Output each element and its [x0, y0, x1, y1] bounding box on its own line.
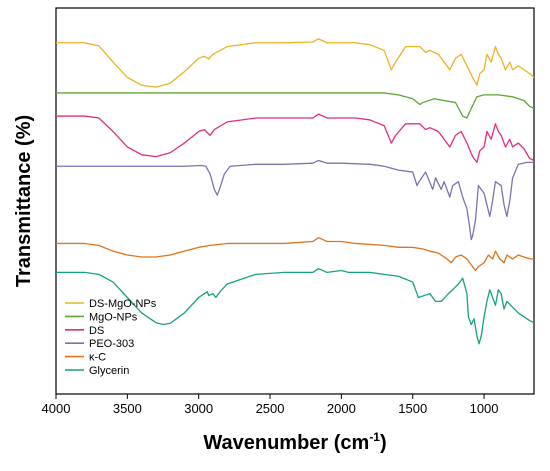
x-axis-ticks: 4000 3500 3000 2500 2000 1500 1000 [42, 394, 499, 416]
series-line-3 [56, 159, 534, 241]
x-tick-label-0: 4000 [42, 401, 71, 416]
x-tick-label-2: 3000 [184, 401, 213, 416]
series-line-4 [56, 237, 534, 272]
series-line-5 [56, 267, 535, 345]
x-axis-title: Wavenumber (cm-1) [203, 430, 386, 454]
legend-label-1: MgO-NPs [89, 311, 138, 323]
x-axis-title-sup: -1 [369, 430, 380, 444]
x-tick-label-1: 3500 [113, 401, 142, 416]
plot-frame [55, 7, 535, 395]
legend-label-3: PEO-303 [89, 338, 134, 350]
legend-label-0: DS-MgO-NPs [89, 298, 157, 310]
y-axis-title: Transmittance (%) [13, 115, 35, 287]
x-axis-title-close: ) [380, 432, 387, 454]
legend-label-4: κ-C [89, 352, 106, 364]
series-line-1 [56, 92, 535, 119]
series-layer [56, 38, 535, 345]
x-tick-label-6: 1000 [470, 401, 499, 416]
legend-label-5: Glycerin [89, 365, 129, 377]
x-tick-label-3: 2500 [256, 401, 285, 416]
x-tick-label-5: 1500 [398, 401, 427, 416]
series-line-0 [56, 38, 535, 88]
x-tick-label-4: 2000 [327, 401, 356, 416]
legend-label-2: DS [89, 325, 104, 337]
x-axis-title-main: Wavenumber (cm [203, 432, 369, 454]
series-line-2 [56, 113, 535, 164]
